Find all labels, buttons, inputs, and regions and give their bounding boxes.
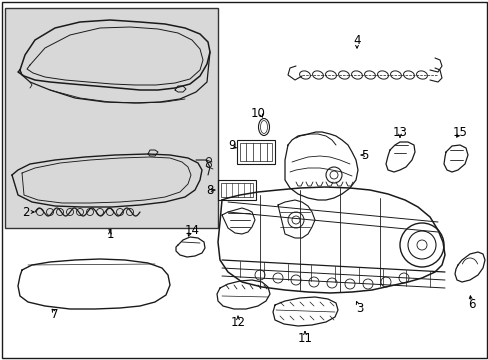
Text: 6: 6 (468, 298, 475, 311)
Text: 10: 10 (250, 107, 265, 120)
Bar (240, 143, 271, 161)
Bar (221, 183, 252, 197)
Text: 4: 4 (352, 33, 360, 46)
Bar (218, 180, 256, 200)
Text: 7: 7 (51, 309, 59, 321)
Text: 5: 5 (361, 149, 368, 162)
Text: 1: 1 (106, 229, 114, 242)
Text: 2: 2 (22, 206, 30, 219)
Bar (5, 8, 218, 228)
Text: 8: 8 (206, 184, 213, 197)
Text: 12: 12 (230, 315, 245, 328)
Text: 9: 9 (228, 139, 235, 152)
Text: 13: 13 (392, 126, 407, 139)
Bar (237, 140, 274, 164)
Text: 3: 3 (356, 302, 363, 315)
Text: 14: 14 (184, 224, 199, 237)
Text: 11: 11 (297, 332, 312, 345)
Text: 15: 15 (451, 126, 467, 139)
